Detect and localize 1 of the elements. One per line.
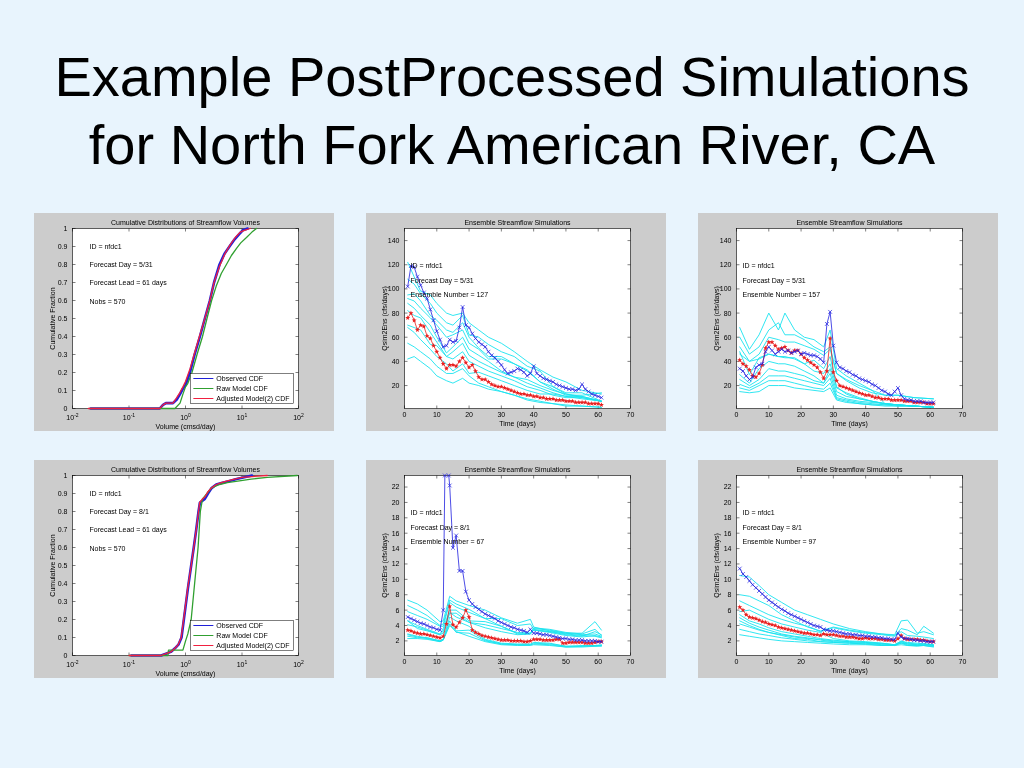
text: Example PostProcessed Simulations for North Fork American River, CA <box>54 45 970 176</box>
